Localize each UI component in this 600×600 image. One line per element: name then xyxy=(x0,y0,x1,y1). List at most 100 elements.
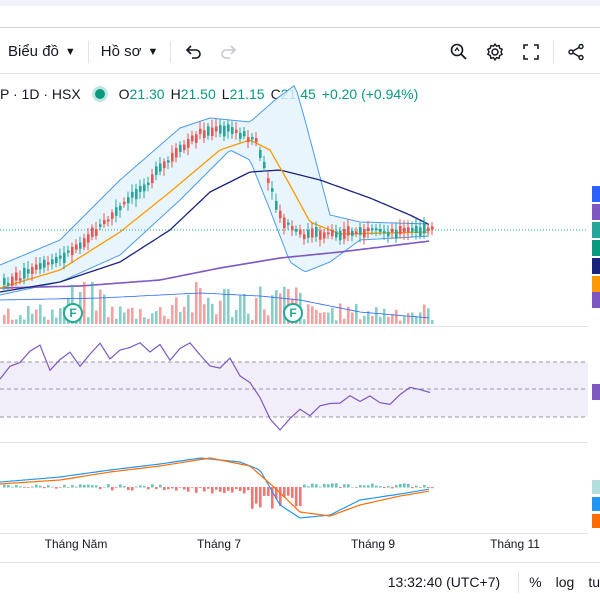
macd-histogram-bar xyxy=(171,487,174,489)
candle-body xyxy=(79,242,82,249)
macd-histogram-bar xyxy=(187,487,190,492)
volume-bar xyxy=(375,307,378,324)
candle-body xyxy=(375,228,378,231)
profile-label: Hồ sơ xyxy=(100,43,142,60)
earnings-event-icon[interactable]: F xyxy=(283,303,303,323)
volume-bar xyxy=(175,297,178,324)
candle-body xyxy=(351,230,354,237)
macd-histogram-bar xyxy=(323,483,326,488)
macd-histogram-bar xyxy=(135,486,138,488)
log-scale-toggle[interactable]: log xyxy=(555,573,575,590)
market-status-icon xyxy=(94,89,105,99)
candle-body xyxy=(295,228,298,232)
macd-histogram-bar xyxy=(427,487,430,488)
candle-body xyxy=(47,262,50,265)
time-tick-label: Tháng Năm xyxy=(44,537,108,551)
time-axis[interactable]: Tháng Năm Tháng 7 Tháng 9 Tháng 11 xyxy=(0,534,600,556)
candle-body xyxy=(39,263,42,270)
macd-histogram-bar xyxy=(19,486,22,488)
fullscreen-button[interactable] xyxy=(513,36,549,68)
candle-body xyxy=(151,174,154,184)
macd-histogram-bar xyxy=(95,485,98,488)
candle-body xyxy=(123,201,126,205)
pane-divider[interactable] xyxy=(0,442,588,443)
macd-histogram-bar xyxy=(407,483,410,488)
volume-bar xyxy=(427,308,430,324)
fullscreen-icon xyxy=(523,43,539,60)
macd-histogram-bar xyxy=(43,487,46,489)
candle-body xyxy=(227,124,230,132)
volume-bar xyxy=(103,294,106,324)
candle-body xyxy=(287,222,290,225)
candle-body xyxy=(331,229,334,237)
volume-bar xyxy=(135,318,138,324)
close-key: C xyxy=(270,86,281,102)
macd-histogram-bar xyxy=(123,486,126,488)
redo-icon xyxy=(221,44,237,59)
time-tick-label: Tháng 11 xyxy=(490,537,540,551)
candle-body xyxy=(31,267,34,274)
candle-body xyxy=(163,161,166,169)
pane-divider[interactable] xyxy=(0,326,588,327)
volume-bar xyxy=(95,310,98,324)
macd-histogram-bar xyxy=(119,484,122,488)
share-button[interactable] xyxy=(558,36,594,68)
volume-bar xyxy=(167,318,170,324)
macd-histogram-bar xyxy=(203,487,206,492)
volume-bar xyxy=(19,315,22,324)
low-key: L xyxy=(221,86,230,102)
settings-button[interactable] xyxy=(477,36,513,68)
candle-body xyxy=(127,197,130,204)
candle-body xyxy=(399,225,402,235)
volume-bar xyxy=(315,309,318,324)
price-scale-marker xyxy=(592,276,600,292)
chart-type-menu[interactable]: Biểu đồ ▼ xyxy=(0,36,84,68)
candle-body xyxy=(19,278,22,281)
undo-button[interactable] xyxy=(175,36,211,68)
percent-scale-toggle[interactable]: % xyxy=(529,573,542,590)
macd-histogram-bar xyxy=(215,487,218,490)
candle-body xyxy=(343,228,346,240)
macd-histogram-bar xyxy=(47,485,50,488)
macd-histogram-bar xyxy=(419,487,422,488)
macd-histogram-bar xyxy=(383,487,386,489)
macd-histogram-bar xyxy=(3,484,6,488)
volume-bar xyxy=(331,307,334,324)
volume-bar xyxy=(319,312,322,324)
candle-body xyxy=(251,136,254,140)
macd-histogram-bar xyxy=(179,487,182,488)
macd-histogram-bar xyxy=(51,486,54,488)
macd-histogram-bar xyxy=(163,487,166,491)
macd-histogram-bar xyxy=(59,487,62,488)
auto-scale-toggle[interactable]: tu xyxy=(588,573,600,590)
earnings-event-icon[interactable]: F xyxy=(63,303,83,323)
candle-body xyxy=(143,184,146,192)
clock-label[interactable]: 13:32:40 (UTC+7) xyxy=(387,573,501,590)
candle-body xyxy=(83,238,86,248)
redo-button[interactable] xyxy=(211,36,247,68)
volume-bar xyxy=(267,315,270,324)
candle-body xyxy=(131,191,134,198)
macd-histogram-bar xyxy=(243,487,246,494)
volume-bar xyxy=(371,315,374,324)
profile-menu[interactable]: Hồ sơ ▼ xyxy=(93,36,167,68)
volume-bar xyxy=(367,311,370,324)
volume-bar xyxy=(7,308,10,324)
candle-body xyxy=(91,227,94,237)
candle-body xyxy=(3,277,6,285)
undo-icon xyxy=(186,44,202,59)
quick-search-button[interactable] xyxy=(441,36,477,68)
candle-body xyxy=(179,144,182,153)
macd-histogram-bar xyxy=(307,486,310,488)
time-tick-label: Tháng 9 xyxy=(350,537,396,551)
volume-bar xyxy=(159,307,162,324)
symbol-title[interactable]: P · 1D · HSX xyxy=(0,86,81,102)
chevron-down-icon: ▼ xyxy=(64,45,76,58)
candle-body xyxy=(167,160,170,163)
macd-histogram-bar xyxy=(275,487,278,499)
candle-body xyxy=(107,219,110,222)
candle-body xyxy=(387,231,390,237)
volume-bar xyxy=(31,313,34,324)
volume-bar xyxy=(407,313,410,324)
